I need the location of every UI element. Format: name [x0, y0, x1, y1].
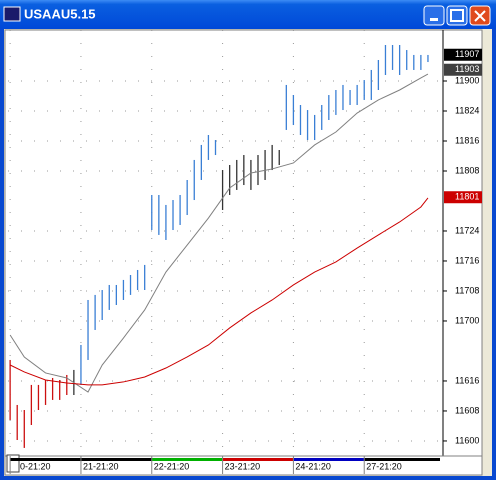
price-label: 11903	[455, 64, 479, 74]
y-tick-label: 11816	[455, 135, 479, 145]
session-bar	[80, 458, 152, 461]
price-label-box	[444, 63, 482, 76]
y-tick-label: 11608	[455, 405, 479, 415]
y-tick-label: 11600	[455, 435, 479, 445]
x-tick-label: 0-21:20	[20, 461, 51, 471]
price-label: 11907	[455, 49, 479, 59]
minimize-button[interactable]	[423, 5, 445, 26]
y-tick-label: 11724	[455, 225, 479, 235]
session-bar	[151, 458, 223, 461]
y-tick-label: 11808	[455, 165, 479, 175]
minimize-icon	[430, 18, 438, 21]
price-label-box	[444, 191, 482, 204]
window-title: USAAU5.15	[24, 6, 96, 21]
y-tick-label: 11900	[455, 75, 479, 85]
price-label-box	[444, 48, 482, 61]
y-tick-label: 11716	[455, 255, 479, 265]
app-icon	[3, 6, 21, 22]
moving-average	[9, 73, 429, 393]
scroll-box[interactable]	[6, 454, 20, 473]
moving-average	[9, 197, 429, 386]
x-tick-label: 23-21:20	[225, 461, 261, 471]
session-bar	[364, 458, 440, 461]
y-tick-label: 11708	[455, 285, 479, 295]
session-bar	[293, 458, 365, 461]
chart-panel	[4, 29, 483, 457]
x-tick-label: 21-21:20	[83, 461, 119, 471]
close-icon	[474, 10, 486, 22]
y-tick-label: 11700	[455, 315, 479, 325]
window-buttons[interactable]	[423, 5, 491, 26]
y-tick-label: 11824	[455, 105, 479, 115]
title-bar	[0, 0, 496, 29]
maximize-icon	[450, 9, 464, 22]
y-tick-label: 11616	[455, 375, 479, 385]
x-tick-label: 27-21:20	[366, 461, 402, 471]
session-bar	[10, 458, 81, 461]
session-bar	[222, 458, 294, 461]
price-label: 11801	[455, 192, 479, 202]
x-tick-label: 24-21:20	[295, 461, 331, 471]
x-tick-label: 22-21:20	[154, 461, 190, 471]
